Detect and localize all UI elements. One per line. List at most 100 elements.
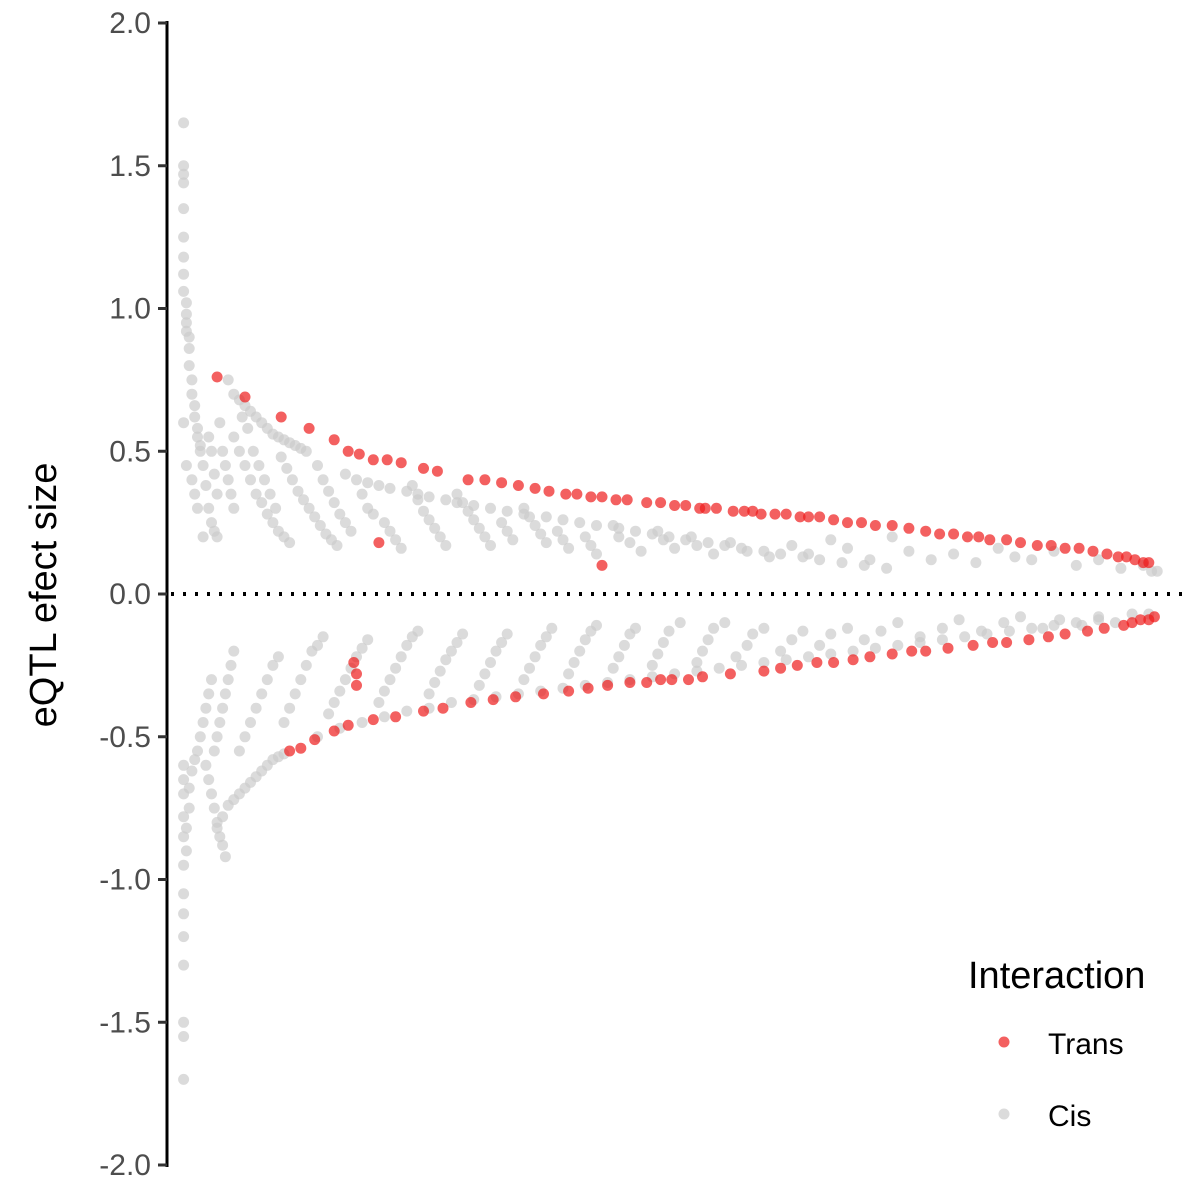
data-point-cis	[211, 531, 223, 543]
data-point-cis	[680, 534, 692, 546]
legend-title: Interaction	[968, 955, 1145, 997]
data-point-trans	[669, 500, 681, 511]
data-point-cis	[373, 697, 385, 708]
data-point-cis	[214, 717, 226, 728]
data-point-cis	[390, 662, 402, 674]
data-point-cis	[708, 548, 720, 560]
data-point-cis	[786, 634, 798, 646]
data-point-trans	[811, 657, 823, 668]
data-point-trans	[1015, 537, 1026, 549]
data-point-trans	[791, 659, 803, 671]
data-point-cis	[635, 545, 647, 557]
data-point-cis	[713, 662, 725, 674]
data-point-trans	[353, 448, 365, 460]
data-point-cis	[473, 522, 485, 534]
data-point-cis	[178, 231, 190, 243]
data-point-cis	[669, 542, 681, 554]
data-point-cis	[339, 517, 351, 529]
data-point-cis	[178, 908, 190, 920]
data-point-cis	[328, 697, 340, 708]
data-point-trans	[948, 528, 960, 540]
data-point-trans	[621, 494, 633, 506]
data-point-cis	[479, 668, 491, 680]
data-point-cis	[646, 528, 658, 540]
data-point-trans	[309, 734, 321, 746]
data-point-cis	[618, 639, 630, 651]
data-point-cis	[395, 542, 407, 554]
data-point-cis	[356, 717, 368, 728]
data-point-cis	[881, 562, 893, 574]
data-point-trans	[828, 657, 840, 668]
data-point-cis	[1070, 617, 1082, 629]
data-point-trans	[780, 508, 792, 520]
data-point-trans	[655, 674, 667, 686]
data-point-cis	[485, 657, 496, 668]
data-point-cis	[842, 622, 853, 634]
data-point-cis	[178, 959, 190, 971]
data-point-cis	[540, 537, 552, 549]
data-point-trans	[856, 517, 867, 529]
data-point-cis	[317, 631, 329, 643]
data-point-trans	[683, 674, 694, 686]
y-tick-label: 1.0	[109, 293, 151, 326]
data-point-trans	[962, 531, 973, 543]
data-point-cis	[440, 540, 452, 551]
data-point-cis	[652, 648, 664, 660]
data-point-cis	[886, 531, 898, 543]
data-point-cis	[1009, 551, 1021, 563]
data-point-cis	[242, 422, 254, 434]
data-point-trans	[1129, 554, 1141, 566]
data-point-cis	[192, 745, 203, 757]
data-point-cis	[314, 520, 326, 531]
data-point-cis	[457, 628, 469, 640]
data-point-cis	[518, 674, 530, 686]
data-point-cis	[217, 839, 229, 851]
data-point-cis	[959, 631, 971, 643]
data-point-trans	[418, 462, 429, 474]
data-point-cis	[197, 531, 209, 543]
data-point-cis	[613, 531, 625, 543]
data-point-trans	[987, 637, 999, 648]
data-point-cis	[736, 542, 747, 554]
data-point-trans	[487, 694, 499, 706]
data-point-cis	[206, 445, 217, 457]
data-point-cis	[286, 474, 298, 486]
data-point-cis	[178, 177, 190, 189]
data-point-cis	[395, 651, 407, 663]
data-point-cis	[423, 514, 435, 526]
points-layer	[178, 117, 1163, 1085]
data-point-cis	[178, 203, 190, 215]
data-point-cis	[574, 517, 586, 529]
data-point-cis	[219, 851, 231, 863]
data-point-cis	[730, 651, 742, 663]
data-point-trans	[596, 491, 608, 503]
data-point-cis	[674, 617, 686, 629]
data-point-cis	[797, 625, 809, 637]
data-point-cis	[936, 634, 948, 646]
data-point-cis	[440, 494, 452, 506]
data-point-cis	[524, 662, 535, 674]
data-point-cis	[758, 657, 770, 668]
data-point-cis	[719, 540, 731, 551]
data-point-cis	[384, 674, 396, 686]
data-point-trans	[655, 497, 667, 509]
data-point-trans	[747, 505, 759, 517]
data-point-cis	[194, 731, 206, 743]
data-point-cis	[208, 745, 220, 757]
data-point-trans	[1045, 540, 1057, 551]
data-point-cis	[178, 1031, 190, 1042]
data-point-trans	[348, 657, 360, 668]
data-point-trans	[571, 488, 583, 500]
data-point-cis	[401, 485, 413, 497]
data-point-cis	[183, 331, 195, 343]
data-point-trans	[1135, 614, 1146, 626]
data-point-cis	[970, 557, 982, 569]
data-point-cis	[217, 445, 229, 457]
data-point-trans	[543, 485, 555, 497]
data-point-cis	[591, 520, 602, 531]
data-point-cis	[192, 502, 203, 514]
data-point-cis	[261, 508, 273, 520]
data-point-cis	[323, 485, 335, 497]
data-point-cis	[197, 717, 209, 728]
data-point-trans	[560, 488, 572, 500]
